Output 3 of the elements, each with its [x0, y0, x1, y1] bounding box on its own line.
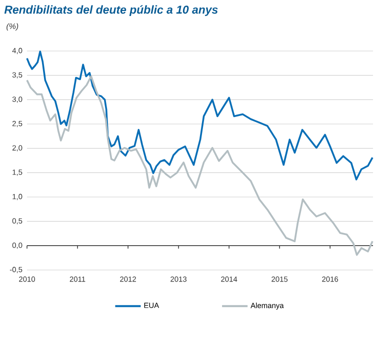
chart-title: Rendibilitats del deute públic a 10 anys: [4, 5, 218, 16]
line-series: [26, 75, 374, 256]
line-series: [26, 50, 374, 180]
